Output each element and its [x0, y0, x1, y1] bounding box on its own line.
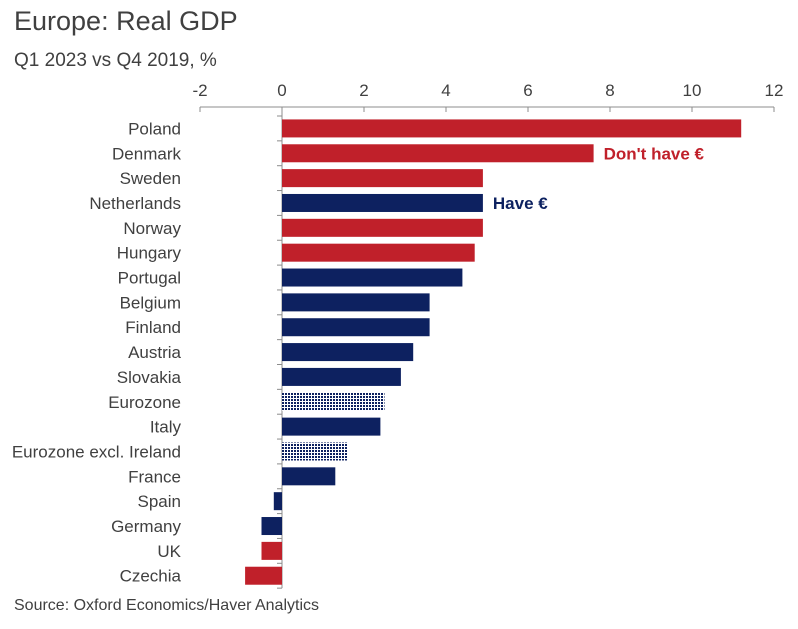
category-label: UK [157, 542, 181, 561]
category-label: Eurozone [108, 393, 181, 412]
bar [261, 541, 282, 560]
category-label: Netherlands [89, 194, 181, 213]
category-label: Portugal [118, 269, 181, 288]
category-label: Slovakia [117, 368, 182, 387]
category-label: Italy [150, 418, 182, 437]
bar [282, 243, 475, 262]
bar [282, 293, 430, 312]
x-tick-label: 4 [441, 81, 450, 100]
category-label: Spain [138, 492, 181, 511]
bar [261, 517, 282, 536]
x-tick-label: -2 [192, 81, 207, 100]
bars [245, 119, 742, 585]
category-label: Finland [125, 318, 181, 337]
bar [282, 318, 430, 337]
x-tick-label: 12 [765, 81, 784, 100]
annotation-label: Don't have € [604, 144, 705, 163]
bar [282, 343, 414, 362]
category-label: Czechia [120, 567, 182, 586]
bar [273, 492, 282, 511]
source-note: Source: Oxford Economics/Haver Analytics [14, 597, 320, 614]
bar [282, 193, 483, 212]
x-tick-label: 10 [683, 81, 702, 100]
bar [282, 442, 348, 461]
annotations: Don't have € Have € [493, 144, 705, 213]
bar [282, 467, 336, 486]
bar [245, 566, 282, 585]
bar [282, 392, 385, 411]
category-label: France [128, 467, 181, 486]
bar [282, 144, 594, 163]
category-label: Germany [111, 517, 181, 536]
x-tick-label: 6 [523, 81, 532, 100]
bar [282, 169, 483, 188]
annotation-label: Have € [493, 194, 548, 213]
category-label: Eurozone excl. Ireland [12, 442, 181, 461]
category-label: Poland [128, 119, 181, 138]
category-label: Sweden [120, 169, 181, 188]
category-labels: Poland Denmark Sweden Netherlands Norway Hung… [12, 119, 182, 585]
x-tick-label: 8 [605, 81, 614, 100]
bar [282, 268, 463, 287]
chart-title: Europe: Real GDP [14, 6, 238, 36]
category-label: Denmark [112, 144, 181, 163]
chart-subtitle: Q1 2023 vs Q4 2019, % [14, 50, 217, 71]
category-label: Belgium [120, 293, 181, 312]
bar [282, 119, 742, 138]
x-tick-label: 0 [277, 81, 286, 100]
bar [282, 367, 401, 386]
bar [282, 417, 381, 436]
bar [282, 218, 483, 237]
category-label: Norway [123, 219, 181, 238]
category-label: Austria [128, 343, 181, 362]
x-tick-label: 2 [359, 81, 368, 100]
x-axis: -2 0 2 4 6 8 10 12 [192, 81, 784, 589]
category-label: Hungary [117, 244, 182, 263]
